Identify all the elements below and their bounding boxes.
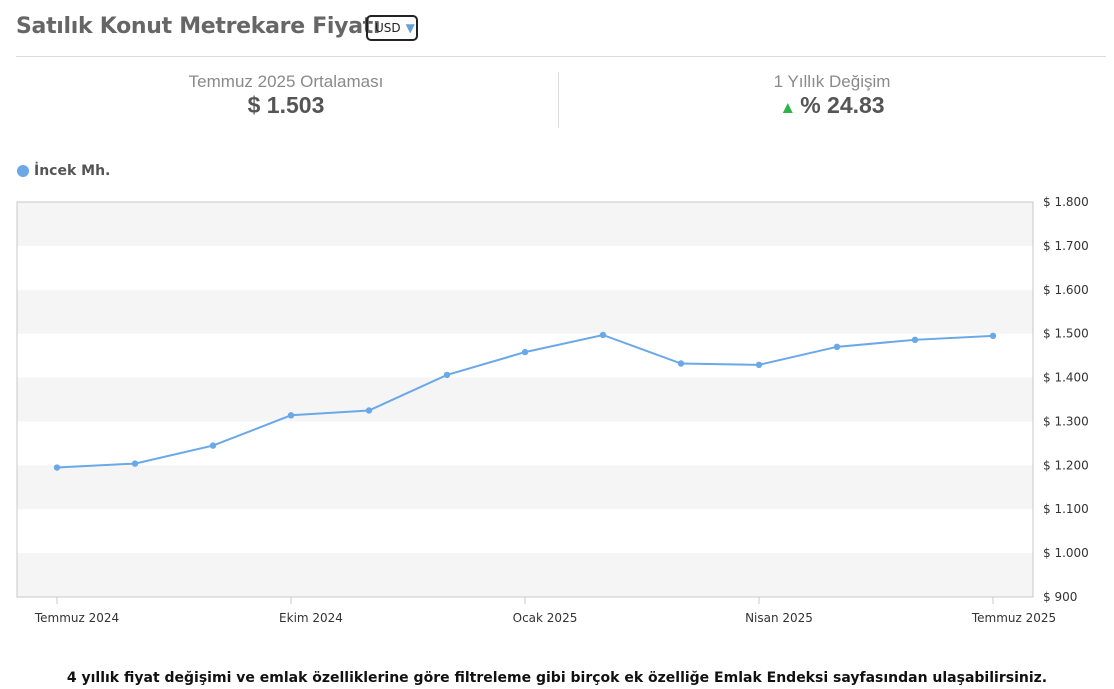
- y-tick-label: $ 1.800: [1043, 195, 1089, 209]
- data-point: [677, 360, 685, 367]
- y-tick-label: $ 1.500: [1043, 327, 1089, 341]
- average-stat: Temmuz 2025 Ortalaması $ 1.503: [16, 72, 556, 119]
- y-tick-label: $ 1.200: [1043, 458, 1089, 472]
- stats-divider: [558, 72, 559, 128]
- data-point: [365, 407, 373, 414]
- grid-band: [17, 202, 1033, 246]
- x-tick-label: Temmuz 2024: [34, 611, 119, 625]
- change-stat: 1 Yıllık Değişim ▲% 24.83: [562, 72, 1102, 119]
- average-value: $ 1.503: [247, 92, 325, 118]
- y-tick-label: $ 1.700: [1043, 239, 1089, 253]
- y-tick-label: $ 1.400: [1043, 371, 1089, 385]
- up-arrow-icon: ▲: [779, 98, 797, 117]
- y-tick-label: $ 1.600: [1043, 283, 1089, 297]
- chart-header: Satılık Konut Metrekare Fiyatı USD ▼: [16, 8, 1106, 57]
- y-tick-label: $ 1.300: [1043, 414, 1089, 428]
- legend-label: İncek Mh.: [34, 163, 111, 179]
- data-point: [131, 460, 139, 467]
- data-point: [911, 336, 919, 344]
- data-point: [209, 442, 217, 449]
- x-tick-label: Ekim 2024: [279, 611, 343, 625]
- y-tick-label: $ 1.100: [1043, 502, 1089, 516]
- grid-band: [17, 465, 1033, 510]
- x-tick-label: Ocak 2025: [513, 611, 578, 625]
- data-point: [599, 331, 607, 339]
- data-point: [755, 361, 763, 369]
- data-point: [53, 464, 61, 471]
- data-point: [833, 343, 841, 351]
- page-title: Satılık Konut Metrekare Fiyatı: [16, 14, 381, 39]
- chevron-down-icon: ▼: [405, 21, 415, 35]
- y-tick-label: $ 1.000: [1043, 546, 1089, 560]
- y-tick-label: $ 900: [1043, 590, 1077, 604]
- grid-band: [17, 289, 1033, 334]
- grid-band: [17, 377, 1033, 422]
- currency-select[interactable]: USD ▼: [366, 15, 418, 41]
- grid-band: [17, 553, 1033, 597]
- legend-dot-icon: [17, 165, 29, 177]
- change-label: 1 Yıllık Değişim: [773, 72, 891, 91]
- average-label: Temmuz 2025 Ortalaması: [188, 72, 384, 91]
- footer-note: 4 yıllık fiyat değişimi ve emlak özellik…: [66, 670, 1048, 686]
- x-tick-label: Temmuz 2025: [971, 611, 1056, 625]
- change-value: % 24.83: [800, 92, 885, 118]
- data-point: [287, 412, 295, 419]
- chart-legend[interactable]: İncek Mh.: [17, 163, 110, 179]
- data-point: [521, 348, 529, 356]
- data-point: [443, 371, 451, 379]
- data-point: [989, 332, 997, 340]
- x-tick-label: Nisan 2025: [745, 611, 813, 625]
- change-value-row: ▲% 24.83: [562, 92, 1102, 119]
- currency-select-value: USD: [375, 21, 401, 35]
